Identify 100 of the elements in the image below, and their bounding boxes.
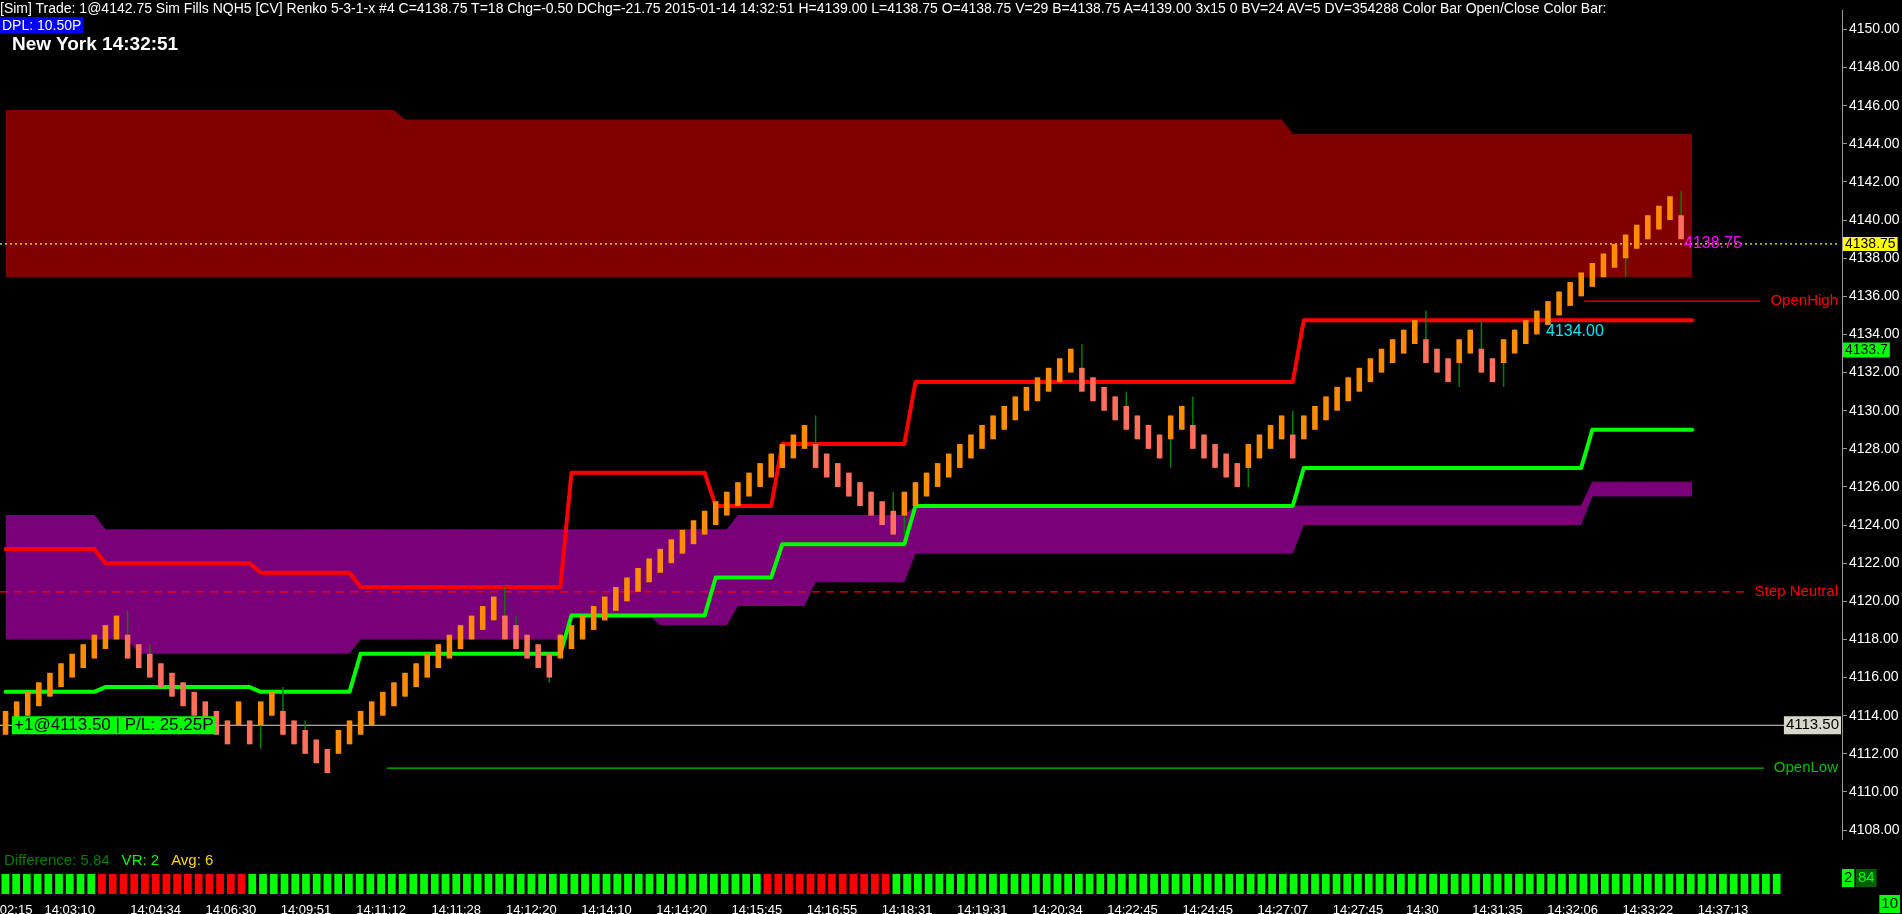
x-tick-label: 14:24:45 — [1182, 902, 1233, 914]
y-tick-label: 4112.00 — [1849, 744, 1899, 761]
y-tick-label: 4124.00 — [1849, 515, 1900, 532]
x-tick-label: 14:09:51 — [280, 902, 332, 914]
y-tick-label: 4140.00 — [1849, 210, 1900, 227]
y-tick-label: 4118.00 — [1849, 630, 1899, 647]
y-tick-label: 4132.00 — [1849, 363, 1900, 380]
candlestick — [1545, 300, 1551, 326]
candlestick — [1289, 409, 1296, 460]
candlestick — [1500, 338, 1507, 388]
candlestick — [280, 686, 286, 736]
candlestick — [779, 443, 786, 469]
y-tick-label: 4134.00 — [1849, 325, 1900, 342]
x-tick-label: 14:18:31 — [881, 902, 933, 914]
x-tick-label: 14:06:30 — [205, 902, 257, 914]
candlestick — [934, 462, 941, 488]
x-tick-label: 14:11:28 — [431, 902, 482, 914]
candlestick — [801, 424, 808, 450]
text: Difference: 5.84 — [4, 851, 110, 869]
candlestick — [1478, 319, 1485, 374]
y-tick-label: 4138.00 — [1849, 249, 1900, 266]
candlestick — [546, 653, 553, 684]
candlestick — [812, 414, 819, 469]
x-tick-label: 14:11:12 — [356, 902, 406, 914]
x-tick-label: 14:31:35 — [1472, 902, 1523, 914]
candlestick — [979, 424, 985, 450]
annotation: New York 14:32:51 — [12, 33, 179, 55]
y-tick-label: 4128.00 — [1849, 439, 1900, 456]
candlestick — [147, 643, 153, 679]
candlestick — [1145, 424, 1152, 450]
x-tick-label: 14:30 — [1406, 902, 1439, 914]
annotation: 4134.00 — [1546, 322, 1604, 340]
y-tick-label: 4136.00 — [1849, 287, 1900, 304]
candlestick — [590, 605, 597, 631]
x-tick-label: 02:15 — [0, 902, 33, 914]
text: Avg: 6 — [171, 851, 214, 869]
y-tick-label: 4126.00 — [1849, 477, 1900, 494]
y-tick-label: 4148.00 — [1849, 58, 1900, 75]
ref-line-label: 4138.75 — [1845, 234, 1896, 251]
y-tick-label: 4130.00 — [1849, 401, 1900, 418]
y-tick-label: 4146.00 — [1849, 96, 1900, 113]
text: 4133.7 — [1845, 340, 1889, 357]
y-tick-label: 4108.00 — [1849, 820, 1900, 837]
text: DPL: 10.50P — [0, 17, 84, 33]
y-tick-label: 4116.00 — [1849, 668, 1899, 685]
candlestick — [302, 719, 308, 755]
y-tick-label: 4142.00 — [1849, 172, 1900, 189]
y-tick-label: 4144.00 — [1849, 134, 1900, 151]
x-tick-label: 14:12:20 — [506, 902, 557, 914]
y-tick-label: 4150.00 — [1849, 20, 1900, 37]
candlestick — [901, 490, 908, 536]
candlestick — [1079, 343, 1085, 393]
x-tick-label: 14:19:31 — [956, 902, 1008, 914]
y-tick-label: 4114.00 — [1849, 706, 1899, 723]
candlestick — [613, 586, 619, 612]
candlestick — [1567, 281, 1573, 307]
candlestick — [568, 624, 575, 650]
x-tick-label: 14:22:45 — [1107, 902, 1158, 914]
candlestick — [1456, 338, 1462, 388]
x-tick-label: 14:20:34 — [1032, 902, 1083, 914]
candlestick — [1522, 319, 1529, 345]
candlestick — [1423, 309, 1429, 364]
candlestick — [1245, 443, 1252, 488]
candlestick — [757, 462, 763, 488]
annotation: +1@4113.50 | P/L: 25.25P — [14, 714, 214, 734]
text: 10 — [1881, 894, 1898, 912]
candlestick — [257, 700, 264, 750]
y-tick-label: 4110.00 — [1849, 782, 1899, 799]
candlestick — [1123, 390, 1130, 431]
candlestick — [1234, 462, 1241, 488]
y-tick-label: 4120.00 — [1849, 592, 1900, 609]
candlestick — [324, 748, 331, 774]
candlestick — [957, 443, 963, 469]
x-tick-label: 14:14:10 — [581, 902, 632, 914]
ref-line-label: OpenLow — [1773, 758, 1839, 776]
candlestick — [1412, 319, 1418, 345]
chart-title: [Sim] Trade: 1@4142.75 Sim Fills NQH5 [CV] Renko 5-3-1-x #4 C=4138.75 T=18 Chg=-0.50 DChg=-21.75 2015-01-14 14:32:51 H=4139.00 L=4138.75 O=4138.75 V=29 B=4138.75 A=4139.00 3x15 0 BV=24 AV=5 DV=354288 Color Bar Open/Close Color Bar: — [0, 0, 1607, 16]
text: VR: 2 — [121, 851, 160, 869]
x-tick-label: 14:03:10 — [44, 902, 96, 914]
candlestick — [1622, 233, 1629, 279]
text: 2 — [1844, 868, 1853, 886]
ref-line-label: OpenHigh — [1770, 291, 1838, 309]
candlestick — [102, 624, 109, 650]
candlestick — [1167, 414, 1174, 469]
candlestick — [502, 586, 508, 641]
y-tick-label: 4122.00 — [1849, 554, 1900, 571]
candlestick — [513, 614, 519, 650]
x-tick-label: 14:04:34 — [130, 902, 181, 914]
x-tick-label: 14:27:45 — [1332, 902, 1384, 914]
annotation: 4138.75 — [1684, 234, 1742, 252]
x-tick-label: 14:32:06 — [1547, 902, 1598, 914]
candlestick — [479, 605, 486, 631]
candlestick — [1212, 443, 1218, 469]
x-tick-label: 14:14:20 — [656, 902, 707, 914]
x-tick-label: 14:27:07 — [1257, 902, 1309, 914]
x-tick-label: 14:37:13 — [1697, 902, 1749, 914]
text: 84 — [1858, 868, 1875, 886]
candlestick — [1678, 190, 1684, 240]
x-tick-label: 14:16:55 — [806, 902, 858, 914]
candlestick — [1190, 395, 1196, 450]
